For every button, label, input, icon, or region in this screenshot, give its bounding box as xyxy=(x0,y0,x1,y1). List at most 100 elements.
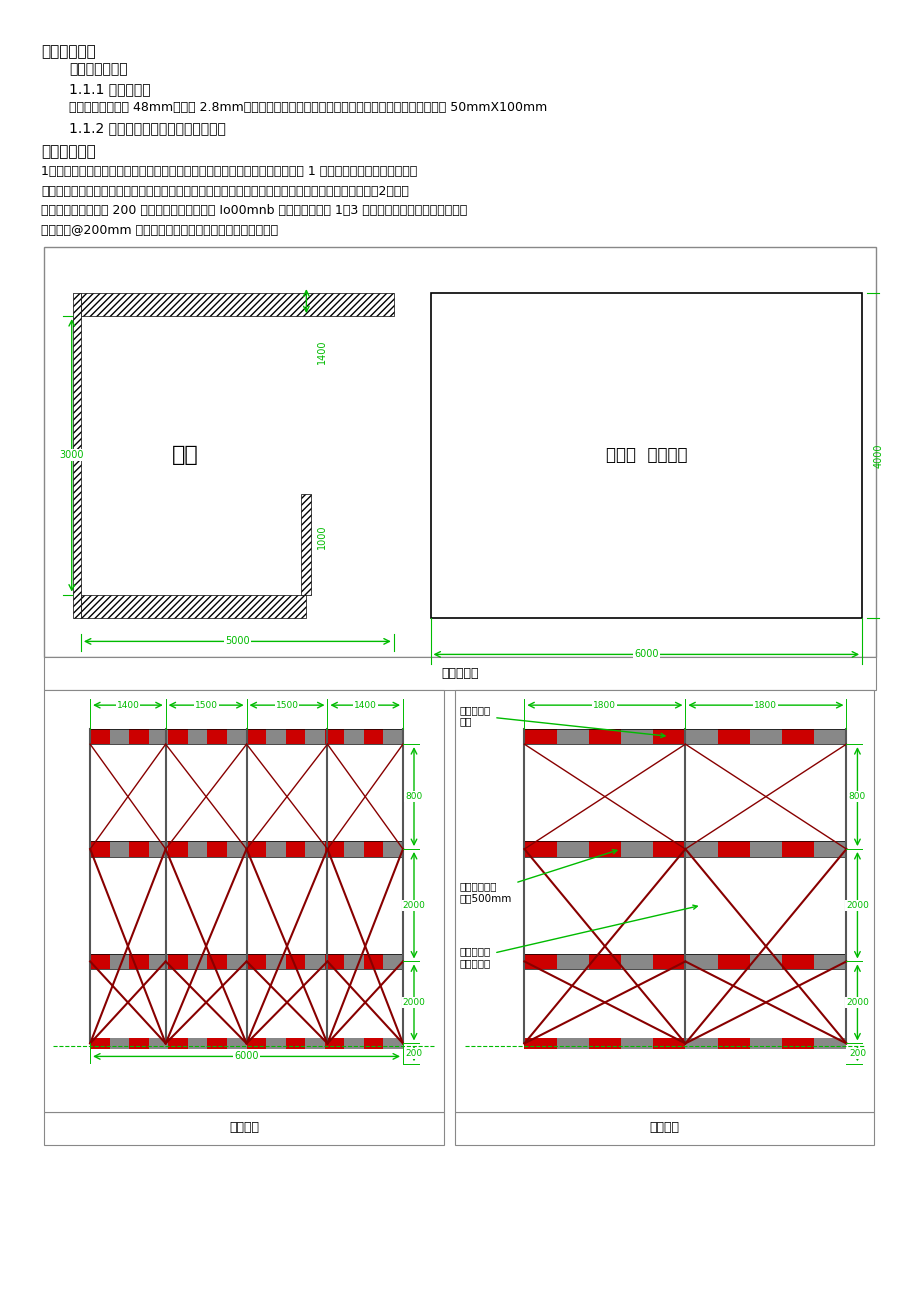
Text: 1500: 1500 xyxy=(275,701,298,709)
Bar xyxy=(305,842,324,857)
Bar xyxy=(364,954,383,969)
Bar xyxy=(90,954,109,969)
Bar xyxy=(620,954,652,969)
Bar xyxy=(305,729,324,744)
Bar xyxy=(227,954,246,969)
Bar xyxy=(813,729,845,744)
Bar xyxy=(109,954,129,969)
Bar xyxy=(524,729,556,744)
Text: 1400: 1400 xyxy=(317,340,327,363)
Text: 800: 800 xyxy=(405,792,422,801)
Bar xyxy=(208,954,227,969)
Bar xyxy=(620,842,652,857)
Bar xyxy=(187,729,208,744)
Bar xyxy=(90,729,109,744)
Bar xyxy=(149,842,168,857)
Bar xyxy=(717,954,749,969)
Bar xyxy=(187,842,208,857)
Bar xyxy=(129,729,149,744)
Text: 1800: 1800 xyxy=(754,701,777,709)
Bar xyxy=(749,954,781,969)
Text: 一、施工准备: 一、施工准备 xyxy=(41,44,96,60)
Bar xyxy=(588,954,620,969)
Text: 满铺竹胶板
满铺广告布: 满铺竹胶板 满铺广告布 xyxy=(460,905,697,968)
Bar xyxy=(455,1112,873,1145)
Bar xyxy=(749,842,781,857)
Bar xyxy=(90,842,109,857)
Bar xyxy=(524,842,845,857)
Bar xyxy=(556,954,588,969)
Text: 2000: 2000 xyxy=(403,900,425,909)
Bar xyxy=(81,293,393,316)
Bar xyxy=(246,1038,266,1049)
Bar xyxy=(286,1038,305,1049)
Text: 5000: 5000 xyxy=(225,636,249,647)
Bar xyxy=(266,954,286,969)
Bar xyxy=(168,1038,187,1049)
Bar xyxy=(208,729,227,744)
Text: 砌筑：砂池挡墙采用 200 厚多孔砖砌筑，高度为 Io00mnb 砂池挡墙应使用 1：3 水泥砂浆进行抹灰施工，且抹灰: 砌筑：砂池挡墙采用 200 厚多孔砖砌筑，高度为 Io00mnb 砂池挡墙应使用… xyxy=(41,204,467,217)
Text: 正立面图: 正立面图 xyxy=(229,1121,259,1134)
Bar xyxy=(620,729,652,744)
Text: 二、施工工艺: 二、施工工艺 xyxy=(41,144,96,160)
Text: 200: 200 xyxy=(405,1050,422,1058)
Bar xyxy=(717,729,749,744)
Bar xyxy=(168,729,187,744)
Bar xyxy=(286,954,305,969)
Bar xyxy=(44,657,875,690)
Bar xyxy=(246,842,266,857)
Bar xyxy=(556,729,588,744)
Bar xyxy=(556,1038,588,1049)
Bar xyxy=(717,1038,749,1049)
Text: 满铺脚手板
双层: 满铺脚手板 双层 xyxy=(460,705,664,738)
Bar xyxy=(286,729,305,744)
Text: 1000: 1000 xyxy=(317,524,327,549)
Bar xyxy=(129,954,149,969)
Bar xyxy=(266,1038,286,1049)
Bar xyxy=(588,1038,620,1049)
Bar xyxy=(383,954,403,969)
Bar xyxy=(187,1038,208,1049)
Text: 面层涂刷@200mm 红白相间油漆。砂池旁应挂设材料标识牌。: 面层涂刷@200mm 红白相间油漆。砂池旁应挂设材料标识牌。 xyxy=(41,224,278,237)
Text: 搅拌机  水泥堆场: 搅拌机 水泥堆场 xyxy=(605,446,686,464)
Text: 800: 800 xyxy=(848,792,865,801)
Text: 红白相间油漆
间距500mm: 红白相间油漆 间距500mm xyxy=(460,850,617,903)
Bar xyxy=(149,729,168,744)
Text: 2000: 2000 xyxy=(845,998,868,1007)
Bar xyxy=(168,842,187,857)
Bar xyxy=(90,729,403,744)
Bar xyxy=(749,1038,781,1049)
Bar xyxy=(129,1038,149,1049)
Text: 1500: 1500 xyxy=(195,701,218,709)
Bar xyxy=(168,954,187,969)
Text: 6000: 6000 xyxy=(234,1051,258,1062)
Text: 棚四周满铺胶合板（预留出门洞口），胶合板上满铺广告布。搅拌机旁应挂设抹灰砂浆配合比标识牌。2）砂池: 棚四周满铺胶合板（预留出门洞口），胶合板上满铺广告布。搅拌机旁应挂设抹灰砂浆配合… xyxy=(41,185,409,198)
Bar xyxy=(301,494,311,595)
Text: 1）防护棚搭设：防护棚应按照交底图纸要求进行搭设，防护棚顶满铺双层脚手 1 板，四周铺设安全标语，防护: 1）防护棚搭设：防护棚应按照交底图纸要求进行搭设，防护棚顶满铺双层脚手 1 板，… xyxy=(41,165,417,178)
Bar xyxy=(364,729,383,744)
Bar xyxy=(383,729,403,744)
Bar xyxy=(383,1038,403,1049)
Bar xyxy=(652,954,685,969)
Bar xyxy=(524,1038,556,1049)
Text: 200: 200 xyxy=(848,1050,865,1058)
Bar xyxy=(524,954,845,969)
Bar xyxy=(324,954,344,969)
Bar xyxy=(364,842,383,857)
Bar xyxy=(364,1038,383,1049)
Bar xyxy=(227,729,246,744)
Bar xyxy=(344,1038,364,1049)
Bar xyxy=(90,954,403,969)
Text: 2000: 2000 xyxy=(845,900,868,909)
Text: 侧立面图: 侧立面图 xyxy=(649,1121,679,1134)
Bar xyxy=(524,842,556,857)
Bar xyxy=(344,729,364,744)
Bar xyxy=(652,842,685,857)
Bar xyxy=(383,842,403,857)
Bar xyxy=(109,729,129,744)
Bar xyxy=(149,954,168,969)
Text: 平面布置图: 平面布置图 xyxy=(441,667,478,680)
Bar xyxy=(685,1038,717,1049)
Bar xyxy=(44,690,444,1112)
Text: 4000: 4000 xyxy=(872,444,882,467)
